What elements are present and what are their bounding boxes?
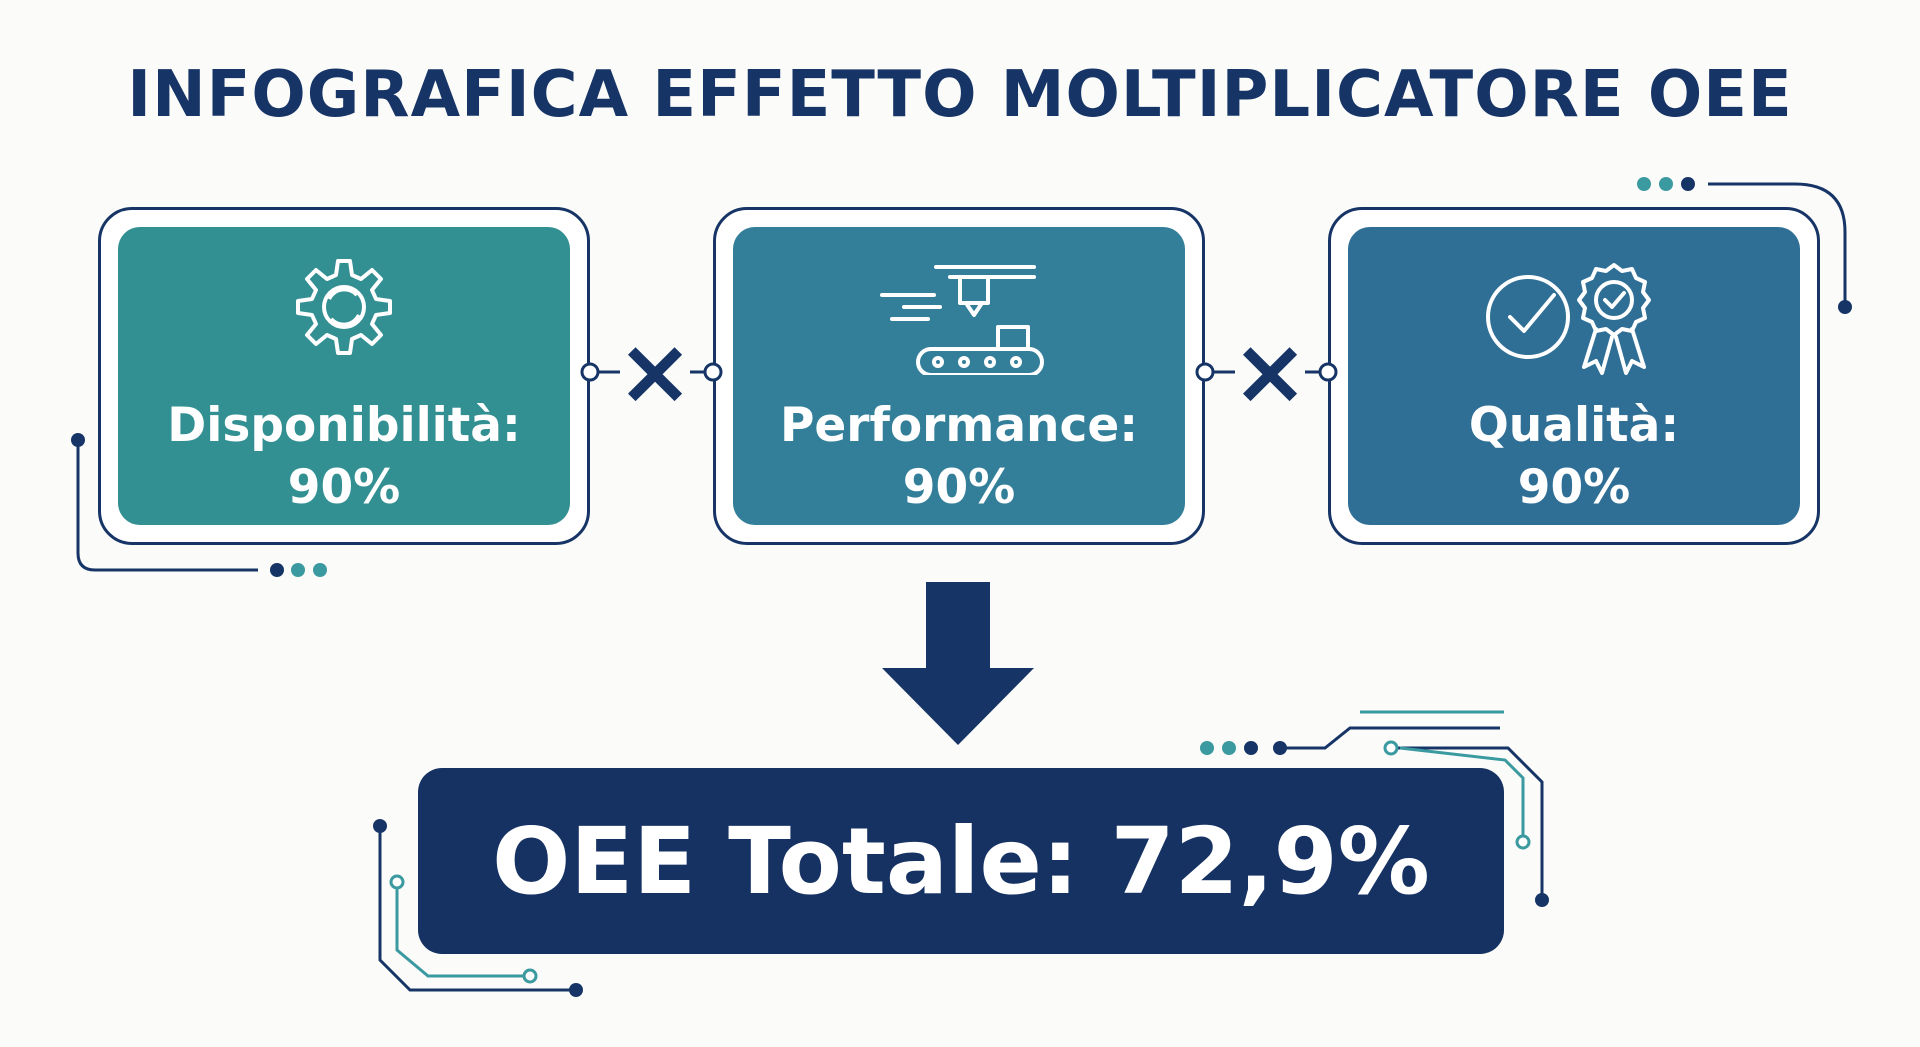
- oee-total-box: OEE Totale: 72,9%: [418, 768, 1504, 954]
- factor-card-body: Performance: 90%: [733, 227, 1185, 525]
- gear-icon: [118, 255, 570, 375]
- factor-value: 90%: [287, 460, 401, 515]
- factor-label: Disponibilità:: [167, 398, 521, 453]
- multiply-operator: ×: [1231, 318, 1309, 425]
- arrow-down-icon: [882, 582, 1034, 745]
- quality-check-badge-icon: [1348, 255, 1800, 375]
- factor-card-body: Disponibilità: 90%: [118, 227, 570, 525]
- page-title: INFOGRAFICA EFFETTO MOLTIPLICATORE OEE: [127, 58, 1793, 132]
- factor-card-availability: Disponibilità: 90%: [98, 207, 590, 545]
- oee-total-text: OEE Totale: 72,9%: [492, 807, 1430, 915]
- factor-card-body: Qualità: 90%: [1348, 227, 1800, 525]
- factor-card-performance: Performance: 90%: [713, 207, 1205, 545]
- multiply-operator: ×: [616, 318, 694, 425]
- factor-value: 90%: [1517, 460, 1631, 515]
- factor-label: Performance:: [779, 398, 1139, 453]
- conveyor-icon: [733, 255, 1185, 375]
- factor-value: 90%: [902, 460, 1016, 515]
- factor-card-quality: Qualità: 90%: [1328, 207, 1820, 545]
- factor-label: Qualità:: [1468, 398, 1680, 453]
